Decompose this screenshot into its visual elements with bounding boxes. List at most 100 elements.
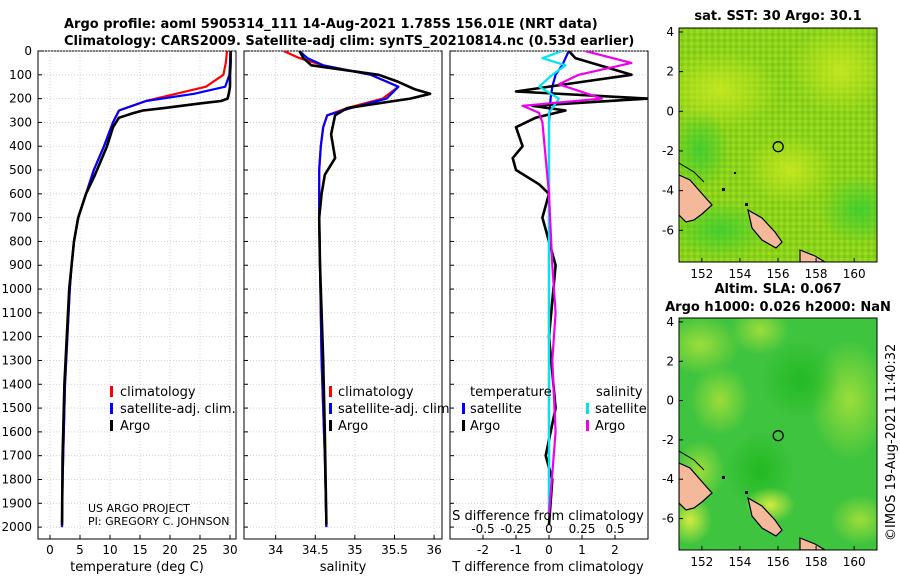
map-ytick-label: 0 (666, 104, 674, 118)
legend-mark-sal-argo (586, 420, 589, 431)
salinity-gridlines (244, 50, 442, 539)
map-xtick-label: 154 (728, 267, 751, 281)
depth-tick-label: 1800 (1, 472, 32, 486)
depth-tick-label: 1000 (1, 282, 32, 296)
difference-lines (511, 51, 648, 525)
legend-label-temp-satellite: satellite (470, 402, 522, 417)
legend-label-climatology: climatology (338, 385, 414, 400)
sst-map-panel: sat. SST: 30 Argo: 30.1 152 154 156 158 160 4… (662, 9, 878, 281)
depth-tick-label: 700 (9, 211, 32, 225)
depth-tick-label: 1300 (1, 353, 32, 367)
depth-tick-label: 100 (9, 68, 32, 82)
salinity-xtick-label: 35.5 (381, 543, 408, 557)
legend-header-temperature: temperature (470, 385, 552, 400)
difference-xlabel: T difference from climatology (451, 560, 644, 575)
salinity-xtick-label: 34.5 (302, 543, 329, 557)
depth-tick-label: 2000 (1, 520, 32, 534)
map-xtick-label: 156 (767, 267, 790, 281)
sla-map-title: Altim. SLA: 0.067 (715, 282, 842, 297)
legend-label-temp-argo: Argo (470, 419, 500, 434)
map-xtick-label: 160 (843, 267, 866, 281)
map-xtick-label: 156 (767, 555, 790, 569)
difference-xtick-label: 2 (611, 543, 619, 557)
title-line-1: Argo profile: aoml 5905314_111 14-Aug-20… (64, 17, 598, 32)
depth-tick-label: 1600 (1, 425, 32, 439)
salinity-diff-tick-label: -0.25 (500, 522, 531, 536)
project-credit: US ARGO PROJECT (88, 502, 190, 515)
map-ytick-label: 2 (666, 354, 674, 368)
temperature-panel: 0100200300400500600700800900100011001200… (1, 44, 237, 575)
map-ytick-label: 4 (666, 25, 674, 39)
temperature-xlabel: temperature (deg C) (70, 560, 204, 575)
difference-line-salinity-satellite (537, 51, 567, 516)
depth-tick-label: 1500 (1, 401, 32, 415)
land-solomons (799, 249, 827, 262)
depth-tick-label: 500 (9, 163, 32, 177)
map-ytick-label: -6 (662, 223, 674, 237)
depth-tick-label: 1200 (1, 330, 32, 344)
legend-mark-climatology (110, 386, 113, 397)
land-new-ireland (679, 462, 713, 511)
legend-mark-climatology (329, 386, 332, 397)
legend-label-sal-argo: Argo (595, 419, 625, 434)
depth-tick-label: 1900 (1, 496, 32, 510)
legend-label-satellite: satellite-adj. clim. (338, 402, 454, 417)
legend-header-salinity: salinity (596, 385, 643, 400)
temperature-xtick-label: 10 (102, 543, 117, 557)
sst-map-field (679, 28, 877, 262)
salinity-ticks: 34 34.5 35 35.5 36 (244, 50, 442, 557)
difference-xlabel-top: S difference from climatology (452, 509, 644, 524)
legend-mark-argo (110, 420, 113, 431)
temperature-axes (37, 50, 237, 540)
map-ytick-label: 4 (666, 315, 674, 329)
salinity-panel: 34 34.5 35 35.5 36 salinity climatology sate… (243, 50, 454, 575)
difference-line-salinity-argo (521, 51, 633, 516)
sla-map-subtitle: Argo h1000: 0.026 h2000: NaN (665, 300, 891, 315)
map-ytick-label: 2 (666, 65, 674, 79)
map-ytick-label: 0 (666, 394, 674, 408)
difference-xtick-label: 0 (545, 543, 553, 557)
map-xtick-label: 158 (805, 267, 828, 281)
difference-xtick-label: -1 (510, 543, 522, 557)
difference-legend: temperature salinity satellite Argo sate… (462, 385, 647, 434)
map-xtick-label: 160 (843, 555, 866, 569)
land-bougainville (747, 208, 783, 249)
sla-map-field (679, 318, 877, 550)
salinity-xlabel: salinity (320, 560, 367, 575)
legend-mark-argo (329, 420, 332, 431)
salinity-xtick-label: 35 (347, 543, 362, 557)
depth-tick-label: 800 (9, 234, 32, 248)
legend-label-climatology: climatology (120, 385, 196, 400)
difference-panel: -2 -1 0 1 2 -0.5 -0.25 0 0.25 0.5 T difference fr… (449, 50, 649, 575)
land-new-ireland (679, 174, 713, 223)
salinity-legend: climatology satellite-adj. clim. Argo (329, 385, 454, 434)
depth-tick-label: 1100 (1, 306, 32, 320)
depth-tick-label: 200 (9, 92, 32, 106)
temperature-xtick-label: 30 (222, 543, 237, 557)
salinity-diff-tick-label: -0.5 (471, 522, 494, 536)
legend-mark-sal-satellite (586, 403, 589, 414)
salinity-diff-tick-label: 0.25 (569, 522, 596, 536)
imos-timestamp: ©IMOS 19-Aug-2021 11:40:32 (884, 344, 899, 541)
depth-tick-label: 1400 (1, 377, 32, 391)
map-xtick-label: 158 (805, 555, 828, 569)
title-line-2: Climatology: CARS2009. Satellite-adj cli… (64, 34, 634, 49)
salinity-lines (283, 51, 432, 528)
legend-mark-temp-argo (462, 420, 465, 431)
land-solomons (799, 537, 827, 550)
legend-label-argo: Argo (338, 419, 368, 434)
difference-ticks: -2 -1 0 1 2 -0.5 -0.25 0 0.25 0.5 (450, 50, 625, 557)
map-xtick-label: 152 (690, 267, 713, 281)
temperature-xtick-label: 0 (46, 543, 54, 557)
depth-tick-label: 0 (24, 44, 32, 58)
sst-profile-location-marker (772, 141, 784, 153)
salinity-axes (243, 50, 443, 540)
temperature-xtick-label: 25 (192, 543, 207, 557)
salinity-diff-tick-label: 0.5 (605, 522, 624, 536)
depth-tick-label: 1700 (1, 449, 32, 463)
sla-map-ticks: 152 154 156 158 160 4 2 0 -2 -4 -6 (662, 315, 866, 569)
pi-credit: PI: GREGORY C. JOHNSON (88, 515, 229, 528)
map-ytick-label: -4 (662, 184, 674, 198)
depth-tick-label: 400 (9, 139, 32, 153)
